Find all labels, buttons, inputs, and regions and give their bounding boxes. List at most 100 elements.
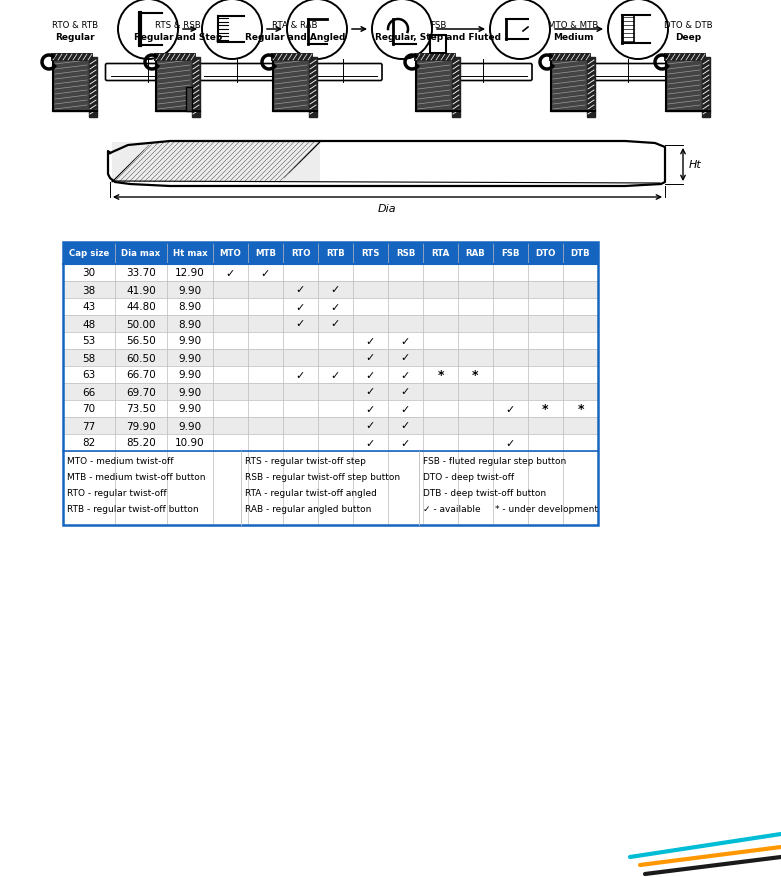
Text: 77: 77 (82, 421, 95, 431)
Bar (112, 143, 320, 182)
Bar (63, 282, 598, 299)
Text: Regular and Angled: Regular and Angled (244, 33, 345, 42)
Text: 44.80: 44.80 (126, 303, 156, 312)
Text: ✓: ✓ (366, 438, 375, 448)
Bar (549, 54, 591, 62)
Text: DTO: DTO (535, 249, 556, 258)
Text: ✓: ✓ (366, 370, 375, 380)
Text: ✓: ✓ (296, 303, 305, 312)
Bar (430, 36, 446, 54)
Text: FSB - fluted regular step button: FSB - fluted regular step button (423, 457, 566, 466)
Text: FSB: FSB (501, 249, 519, 258)
Text: RSB: RSB (396, 249, 415, 258)
Text: 63: 63 (82, 370, 95, 380)
Text: 69.70: 69.70 (126, 387, 156, 397)
Polygon shape (587, 58, 595, 118)
Text: 41.90: 41.90 (126, 285, 156, 296)
Text: 43: 43 (82, 303, 95, 312)
Text: MTO - medium twist-off: MTO - medium twist-off (67, 457, 173, 466)
Text: ✓: ✓ (261, 268, 270, 278)
Polygon shape (309, 58, 317, 118)
Text: 9.90: 9.90 (178, 421, 201, 431)
Text: RTA - regular twist-off angled: RTA - regular twist-off angled (245, 488, 377, 497)
Polygon shape (702, 58, 710, 118)
Text: ✓: ✓ (401, 438, 410, 448)
Text: Cap size: Cap size (69, 249, 109, 258)
Text: DTB - deep twist-off button: DTB - deep twist-off button (423, 488, 546, 497)
Text: 85.20: 85.20 (126, 438, 156, 448)
Text: MTO & MTB: MTO & MTB (547, 21, 598, 30)
Text: Dia max: Dia max (121, 249, 161, 258)
Text: RTO - regular twist-off: RTO - regular twist-off (67, 488, 166, 497)
Polygon shape (192, 58, 200, 118)
Polygon shape (416, 62, 452, 112)
Bar (154, 54, 196, 62)
Text: 33.70: 33.70 (126, 268, 156, 278)
Text: ✓: ✓ (296, 319, 305, 329)
Text: DTO - deep twist-off: DTO - deep twist-off (423, 473, 514, 481)
Text: RTO: RTO (291, 249, 310, 258)
Text: 9.90: 9.90 (178, 370, 201, 380)
Text: ✓: ✓ (366, 421, 375, 431)
Text: ✓: ✓ (401, 404, 410, 414)
Text: 60.50: 60.50 (127, 353, 156, 363)
Text: *: * (542, 403, 549, 416)
Text: 9.90: 9.90 (178, 353, 201, 363)
Bar (63, 367, 598, 383)
Text: RTO & RTB: RTO & RTB (52, 21, 98, 30)
Text: FSB: FSB (430, 21, 446, 30)
Text: ✓: ✓ (401, 336, 410, 346)
Text: 9.90: 9.90 (178, 285, 201, 296)
Bar (63, 299, 598, 316)
Bar (63, 265, 598, 282)
Text: Regular and Step: Regular and Step (134, 33, 222, 42)
Text: ✓: ✓ (506, 404, 515, 414)
Text: ✓: ✓ (366, 353, 375, 363)
Text: ✓: ✓ (331, 285, 341, 296)
Text: ✓: ✓ (331, 319, 341, 329)
Text: 79.90: 79.90 (126, 421, 156, 431)
Text: Deep: Deep (675, 33, 701, 42)
Bar (63, 243, 598, 525)
Text: ✓: ✓ (401, 421, 410, 431)
Text: ✓: ✓ (331, 303, 341, 312)
Text: 9.90: 9.90 (178, 387, 201, 397)
Text: 10.90: 10.90 (175, 438, 205, 448)
Text: MTB - medium twist-off button: MTB - medium twist-off button (67, 473, 205, 481)
Text: 38: 38 (82, 285, 95, 296)
Text: DTO & DTB: DTO & DTB (664, 21, 712, 30)
Bar (414, 54, 456, 62)
Text: DTB: DTB (571, 249, 590, 258)
Text: 8.90: 8.90 (178, 319, 201, 329)
Text: 9.90: 9.90 (178, 404, 201, 414)
Text: 50.00: 50.00 (127, 319, 155, 329)
Bar (63, 332, 598, 350)
Text: RTS & RSB: RTS & RSB (155, 21, 201, 30)
Text: 30: 30 (83, 268, 95, 278)
Bar (664, 54, 706, 62)
Bar (63, 243, 598, 265)
Text: RTB - regular twist-off button: RTB - regular twist-off button (67, 504, 198, 513)
Text: Regular: Regular (55, 33, 95, 42)
Text: 53: 53 (82, 336, 95, 346)
Text: 56.50: 56.50 (126, 336, 156, 346)
Text: ✓: ✓ (296, 285, 305, 296)
Text: 82: 82 (82, 438, 95, 448)
Text: Regular, Step and Fluted: Regular, Step and Fluted (375, 33, 501, 42)
Bar (186, 88, 192, 112)
Text: ✓: ✓ (296, 370, 305, 380)
Text: *: * (437, 368, 444, 381)
Text: 66.70: 66.70 (126, 370, 156, 380)
Text: ✓: ✓ (366, 336, 375, 346)
Text: MTB: MTB (255, 249, 276, 258)
Polygon shape (273, 62, 309, 112)
Text: RTB: RTB (326, 249, 345, 258)
Text: ✓: ✓ (331, 370, 341, 380)
Text: MTO: MTO (219, 249, 241, 258)
Bar (51, 54, 93, 62)
Text: 70: 70 (83, 404, 95, 414)
Text: ✓: ✓ (366, 387, 375, 397)
Text: 58: 58 (82, 353, 95, 363)
Bar (63, 401, 598, 417)
Bar (63, 383, 598, 401)
